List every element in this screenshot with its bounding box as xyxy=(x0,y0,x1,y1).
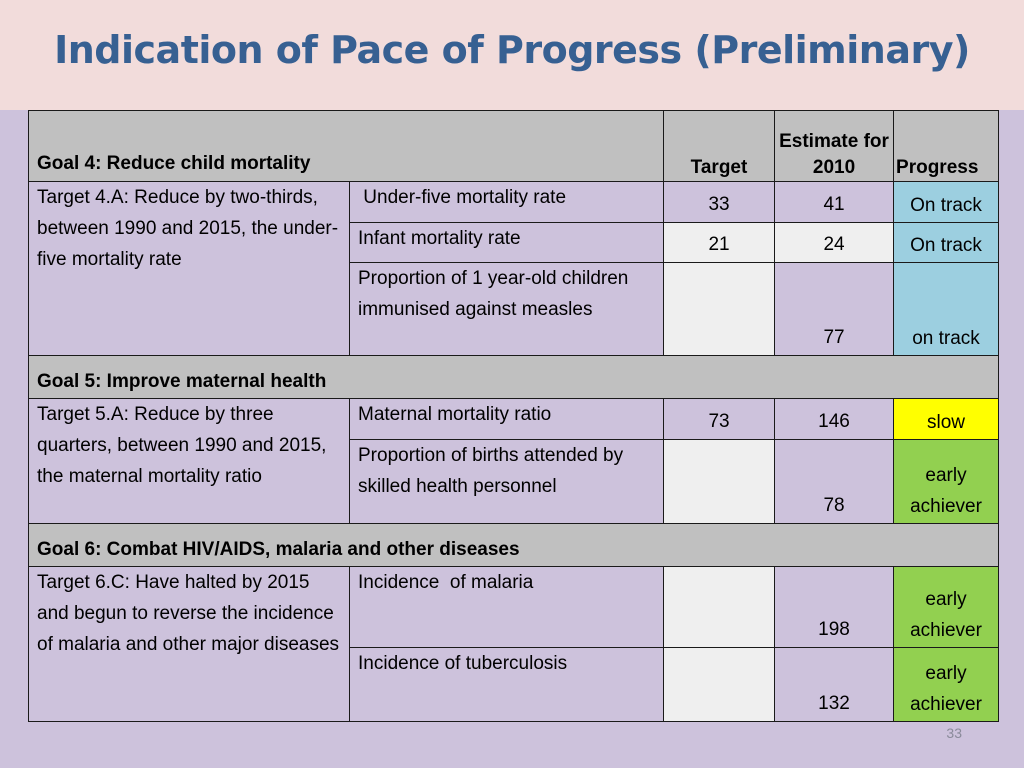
target-value xyxy=(663,262,776,356)
header-estimate: Estimate for 2010 xyxy=(774,110,895,182)
header-target: Target xyxy=(663,110,776,182)
indicator-tuberculosis: Incidence of tuberculosis xyxy=(348,647,665,722)
progress-table: Goal 4: Reduce child mortality Target Es… xyxy=(27,110,1000,722)
progress-status: early achiever xyxy=(893,439,1000,524)
estimate-value: 198 xyxy=(774,566,895,648)
target-value xyxy=(663,647,776,722)
page-title: Indication of Pace of Progress (Prelimin… xyxy=(54,28,970,72)
goal-6-heading: Goal 6: Combat HIV/AIDS, malaria and oth… xyxy=(27,523,1000,567)
estimate-value: 41 xyxy=(774,181,895,223)
header-progress: Progress xyxy=(893,110,1000,182)
goal-4-heading: Goal 4: Reduce child mortality xyxy=(27,110,665,182)
indicator-skilled-births: Proportion of births attended by skilled… xyxy=(348,439,665,524)
target-5a-text: Target 5.A: Reduce by three quarters, be… xyxy=(28,398,350,524)
estimate-value: 132 xyxy=(774,647,895,722)
estimate-value: 146 xyxy=(774,398,895,440)
progress-status: On track xyxy=(893,181,1000,223)
progress-status: early achiever xyxy=(893,566,1000,648)
table-header-row: Goal 4: Reduce child mortality Target Es… xyxy=(27,110,1000,182)
progress-status: early achiever xyxy=(893,647,1000,722)
progress-status: On track xyxy=(893,222,1000,263)
estimate-value: 24 xyxy=(774,222,895,263)
indicator-maternal-mortality: Maternal mortality ratio xyxy=(348,398,665,440)
target-6c-text: Target 6.C: Have halted by 2015 and begu… xyxy=(28,566,350,722)
progress-status: on track xyxy=(893,262,1000,356)
title-band xyxy=(0,0,1024,110)
table-row: Target 4.A: Reduce by two-thirds, betwee… xyxy=(28,181,1000,356)
target-value: 33 xyxy=(663,181,776,223)
table-row: Target 6.C: Have halted by 2015 and begu… xyxy=(28,566,1000,722)
target-value xyxy=(663,439,776,524)
estimate-value: 78 xyxy=(774,439,895,524)
indicator-infant: Infant mortality rate xyxy=(348,222,665,263)
target-4a-text: Target 4.A: Reduce by two-thirds, betwee… xyxy=(28,181,350,356)
target-value xyxy=(663,566,776,648)
page-number: 33 xyxy=(946,725,962,741)
table-row: Proportion of births attended by skilled… xyxy=(29,439,1000,524)
target-value: 73 xyxy=(663,398,776,440)
table-row: Incidence of tuberculosis 132 early achi… xyxy=(29,647,1000,722)
table-row: Goal 6: Combat HIV/AIDS, malaria and oth… xyxy=(27,523,1000,567)
table-row: Proportion of 1 year-old children immuni… xyxy=(29,262,1000,356)
table-row: Goal 5: Improve maternal health xyxy=(27,355,1000,399)
table-row: Target 5.A: Reduce by three quarters, be… xyxy=(28,398,1000,524)
goal-5-heading: Goal 5: Improve maternal health xyxy=(27,355,1000,399)
target-value: 21 xyxy=(663,222,776,263)
table-row: Infant mortality rate 21 24 On track xyxy=(29,222,1000,263)
indicator-under-five: Under-five mortality rate xyxy=(348,181,665,223)
estimate-value: 77 xyxy=(774,262,895,356)
indicator-measles: Proportion of 1 year-old children immuni… xyxy=(348,262,665,356)
indicator-malaria: Incidence of malaria xyxy=(348,566,665,648)
progress-status: slow xyxy=(893,398,1000,440)
